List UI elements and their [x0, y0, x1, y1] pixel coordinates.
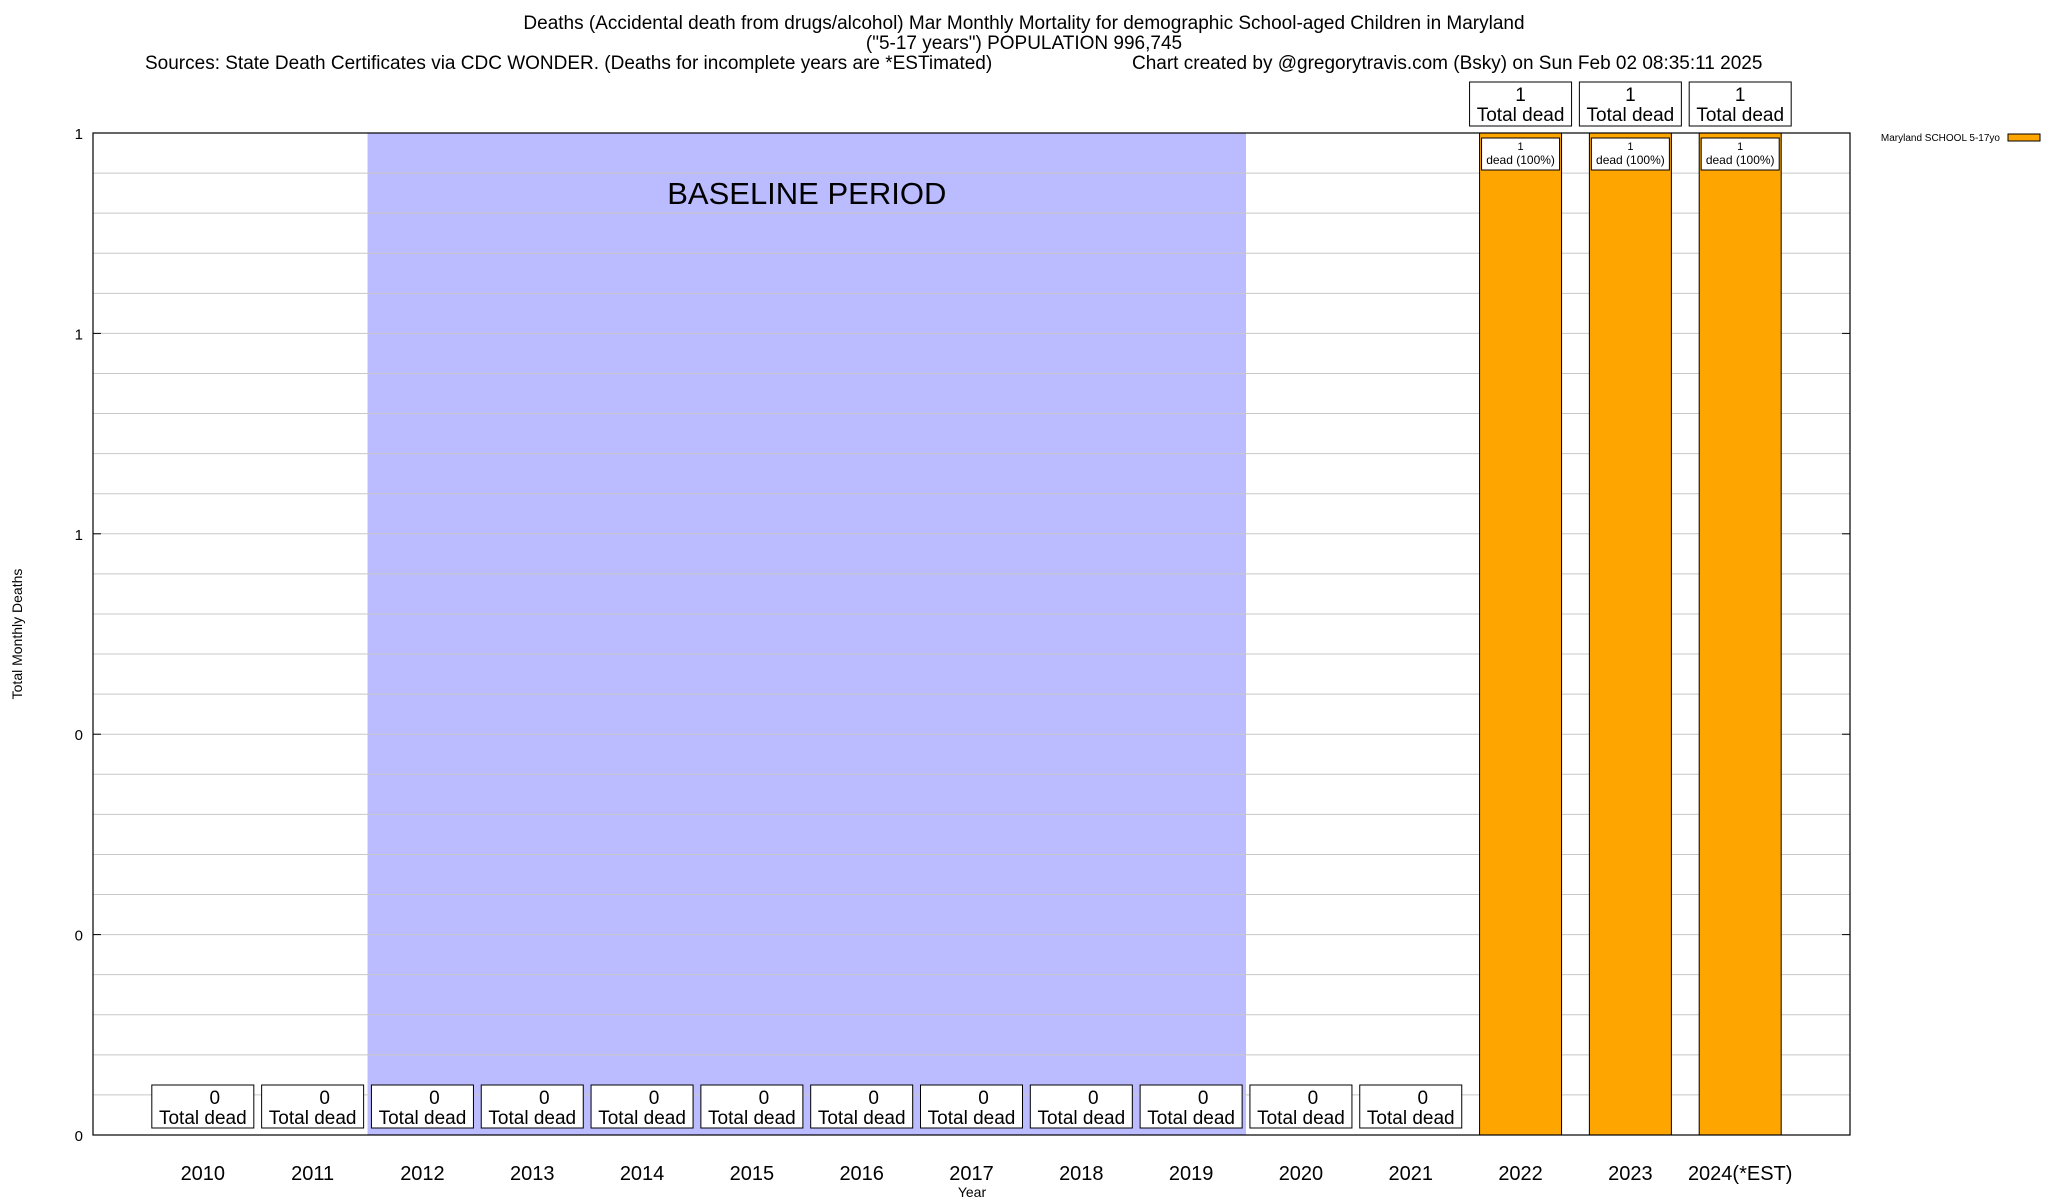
segment-label-box [1481, 137, 1561, 171]
x-tick-label: 2023 [1608, 1163, 1653, 1185]
total-label-value: 1 [1735, 85, 1746, 106]
x-tick-label: 2022 [1498, 1163, 1543, 1185]
x-tick-label: 2021 [1389, 1163, 1434, 1185]
total-label-value: 0 [978, 1088, 989, 1109]
total-label-box [261, 1084, 365, 1129]
total-label-text: Total dead [818, 1108, 906, 1129]
x-tick-label: 2020 [1279, 1163, 1324, 1185]
y-axis-label: Total Monthly Deaths [9, 569, 25, 700]
total-label-value: 0 [649, 1088, 660, 1109]
total-label-text: Total dead [1037, 1108, 1125, 1129]
total-label-box [810, 1084, 914, 1129]
x-tick-label: 2017 [949, 1163, 994, 1185]
segment-label-value: 1 [1518, 141, 1524, 153]
x-tick-label: 2018 [1059, 1163, 1104, 1185]
segment-label-value: 1 [1627, 141, 1633, 153]
x-tick-label: 2015 [730, 1163, 775, 1185]
chart-sources: Sources: State Death Certificates via CD… [145, 53, 993, 74]
total-label-text: Total dead [598, 1108, 686, 1129]
x-tick-label: 2010 [181, 1163, 226, 1185]
total-label-value: 0 [1308, 1088, 1319, 1109]
total-label-text: Total dead [1367, 1108, 1455, 1129]
total-label-value: 1 [1515, 85, 1526, 106]
total-label-text: Total dead [928, 1108, 1016, 1129]
legend-swatch [2007, 133, 2041, 142]
chart-credit: Chart created by @gregorytravis.com (Bsk… [1132, 53, 1763, 74]
total-label-box [700, 1084, 804, 1129]
segment-label-text: dead (100%) [1596, 153, 1665, 167]
total-label-text: Total dead [1257, 1108, 1345, 1129]
x-axis-label: Year [958, 1184, 987, 1200]
total-label-value: 0 [1198, 1088, 1209, 1109]
total-label-value: 0 [539, 1088, 550, 1109]
total-label-box [1249, 1084, 1353, 1129]
total-label-box [1469, 81, 1573, 127]
total-label-box [920, 1084, 1023, 1129]
total-label-value: 0 [759, 1088, 770, 1109]
total-label-text: Total dead [1587, 105, 1675, 126]
y-tick-label: 1 [75, 527, 83, 544]
total-label-box [1359, 1084, 1463, 1129]
total-label-value: 0 [1417, 1088, 1428, 1109]
total-label-box [1139, 1084, 1243, 1129]
total-label-text: Total dead [379, 1108, 467, 1129]
total-label-text: Total dead [1147, 1108, 1235, 1129]
total-label-text: Total dead [1696, 105, 1784, 126]
total-label-box [151, 1084, 255, 1129]
segment-label-box [1590, 137, 1670, 171]
x-tick-label: 2019 [1169, 1163, 1214, 1185]
total-label-value: 0 [319, 1088, 330, 1109]
total-label-box [1029, 1084, 1133, 1129]
total-label-text: Total dead [269, 1108, 357, 1129]
total-label-value: 0 [868, 1088, 879, 1109]
total-label-value: 1 [1625, 85, 1636, 106]
legend-label: Maryland SCHOOL 5-17yo [1881, 133, 2001, 144]
chart-title: Deaths (Accidental death from drugs/alco… [523, 13, 1525, 34]
x-tick-label: 2016 [839, 1163, 884, 1185]
baseline-band [367, 133, 1247, 1135]
total-label-box [1688, 81, 1792, 127]
segment-label-box [1700, 137, 1780, 171]
total-label-box [590, 1084, 694, 1129]
total-label-text: Total dead [488, 1108, 576, 1129]
segment-label-text: dead (100%) [1706, 153, 1775, 167]
total-label-box [480, 1084, 584, 1129]
total-label-box [370, 1084, 474, 1129]
segment-label-text: dead (100%) [1486, 153, 1555, 167]
segment-label-value: 1 [1737, 141, 1743, 153]
total-label-value: 0 [210, 1088, 221, 1109]
baseline-label: BASELINE PERIOD [667, 176, 946, 211]
x-tick-label: 2024(*EST) [1688, 1163, 1793, 1185]
total-label-value: 0 [1088, 1088, 1099, 1109]
total-label-text: Total dead [159, 1108, 247, 1129]
y-tick-label: 0 [75, 727, 83, 744]
total-label-text: Total dead [708, 1108, 796, 1129]
x-tick-label: 2013 [510, 1163, 555, 1185]
x-tick-label: 2014 [620, 1163, 665, 1185]
total-label-text: Total dead [1477, 105, 1565, 126]
chart-subtitle: ("5-17 years") POPULATION 996,745 [865, 33, 1183, 54]
y-tick-label: 1 [75, 326, 83, 343]
total-label-value: 0 [429, 1088, 440, 1109]
x-tick-label: 2012 [400, 1163, 445, 1185]
bar [1479, 132, 1563, 1136]
y-tick-label: 0 [75, 1128, 83, 1145]
y-tick-label: 1 [75, 126, 83, 143]
bar [1588, 132, 1672, 1136]
plot-frame [92, 132, 1851, 1136]
x-tick-label: 2011 [291, 1163, 334, 1185]
y-tick-label: 0 [75, 928, 83, 945]
bar [1698, 132, 1782, 1136]
total-label-box [1578, 81, 1682, 127]
